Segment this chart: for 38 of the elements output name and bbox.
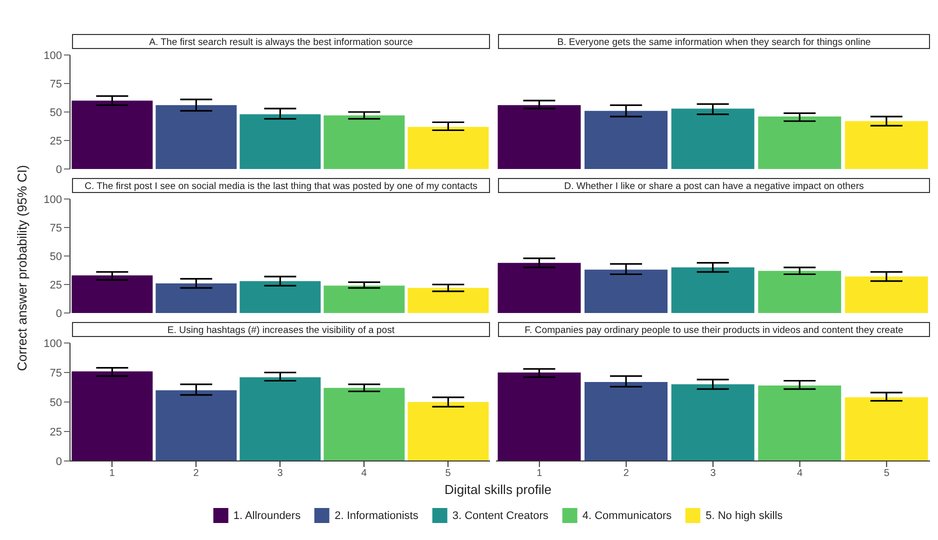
- legend-label: 2. Informationists: [334, 510, 418, 522]
- chart-title: B. Everyone gets the same information when they search for things online: [498, 34, 930, 49]
- chart-title: E. Using hashtags (#) increases the visibility of a post: [72, 322, 490, 337]
- y-tick-label: 0: [56, 308, 62, 320]
- y-tick-label: 0: [56, 164, 62, 176]
- y-tick-label: 50: [50, 106, 62, 119]
- x-tick-label: 4: [361, 468, 368, 480]
- x-tick-label: 5: [884, 468, 890, 480]
- x-tick-label: 2: [623, 468, 630, 480]
- x-tick-label: 5: [445, 468, 452, 480]
- legend-label: 4. Communicators: [582, 510, 672, 522]
- x-axis-title: Digital skills profile: [444, 482, 552, 497]
- legend-label: 3. Content Creators: [452, 510, 548, 522]
- y-tick-label: 25: [50, 135, 62, 148]
- x-tick-label: 4: [797, 468, 804, 480]
- legend-label: 5. No high skills: [706, 510, 783, 522]
- x-tick-label: 3: [710, 468, 716, 480]
- chart-title: F. Companies pay ordinary people to use their products in videos and content they create: [498, 322, 930, 337]
- y-tick-label: 25: [50, 279, 62, 292]
- x-tick-label: 3: [277, 468, 284, 480]
- legend-label: 1. Allrounders: [233, 510, 301, 522]
- chart-title: D. Whether I like or share a post can have a negative impact on others: [498, 178, 930, 193]
- y-tick-label: 100: [44, 194, 62, 206]
- y-tick-label: 0: [56, 456, 62, 468]
- y-tick-label: 75: [50, 222, 62, 234]
- x-tick-label: 1: [536, 468, 543, 480]
- y-tick-label: 50: [50, 250, 62, 263]
- y-tick-label: 75: [50, 367, 62, 380]
- y-tick-label: 25: [50, 426, 62, 438]
- x-tick-label: 2: [193, 468, 200, 480]
- y-tick-label: 50: [50, 396, 62, 409]
- y-axis-title: Correct answer probability (95% CI): [14, 165, 30, 371]
- y-tick-label: 75: [50, 78, 62, 90]
- chart-title: C. The first post I see on social media is the last thing that was posted by one of my contacts: [72, 178, 490, 193]
- y-tick-label: 100: [44, 338, 62, 350]
- y-tick-label: 100: [44, 50, 62, 62]
- chart-title: A. The first search result is always the best information source: [72, 34, 490, 49]
- x-tick-label: 1: [109, 468, 116, 480]
